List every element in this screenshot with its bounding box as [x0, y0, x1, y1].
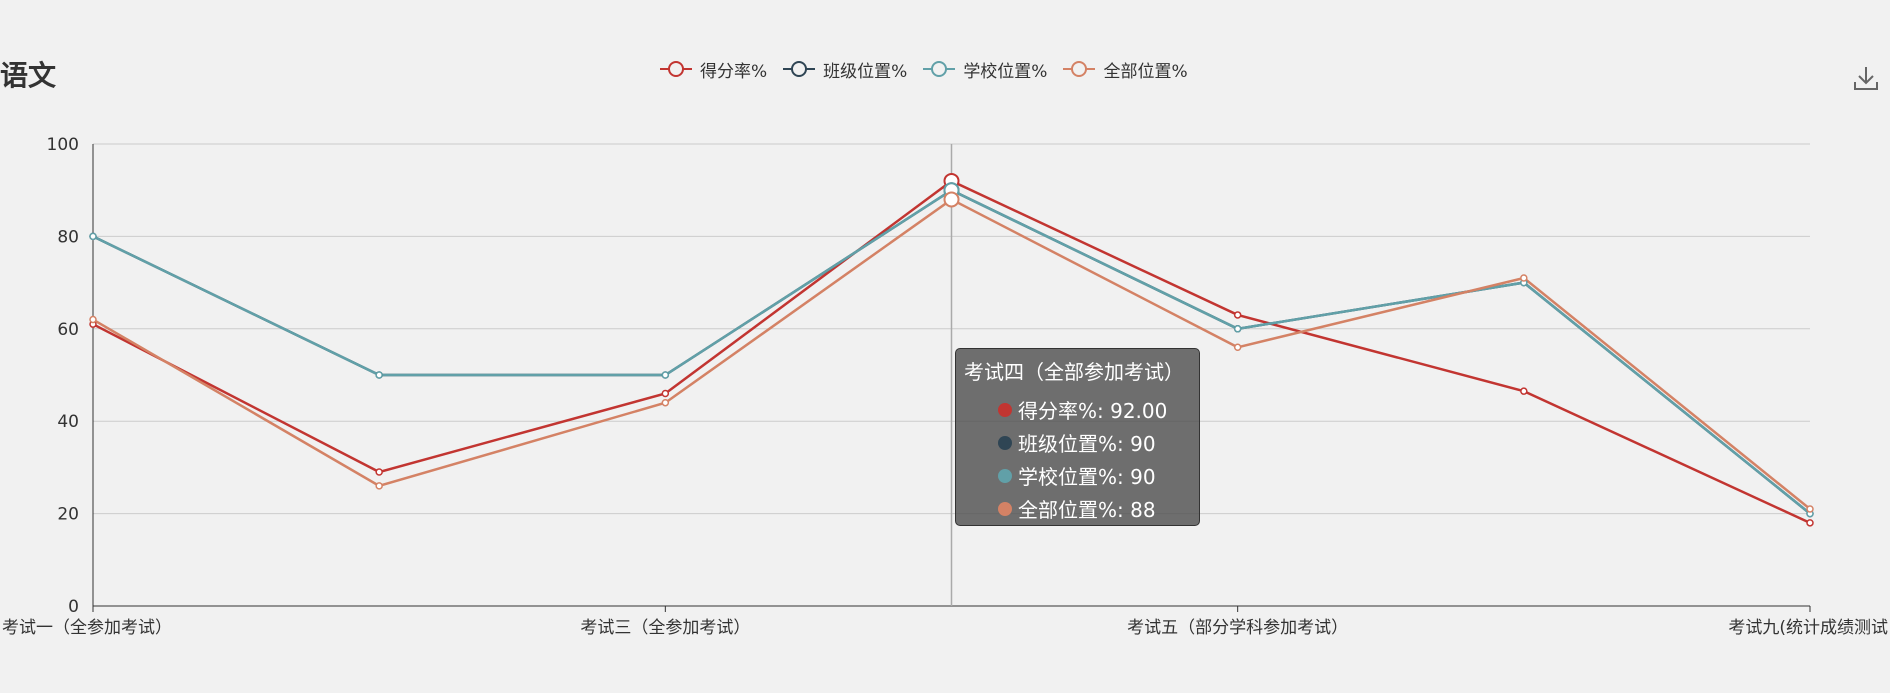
- legend: 得分率% 班级位置% 学校位置% 全部位置%: [658, 56, 1202, 82]
- tooltip: 考试四（全部参加考试） 得分率%: 92.00 班级位置%: 90 学校位置%:…: [955, 348, 1200, 526]
- legend-marker-icon: [1063, 61, 1096, 77]
- x-tick-label: 考试一（全参加考试）: [2, 618, 172, 638]
- x-tick-label: 考试五（部分学科参加考试）: [1127, 618, 1348, 638]
- data-point: [943, 191, 960, 208]
- legend-marker-icon: [923, 61, 956, 77]
- data-point: [1233, 311, 1242, 319]
- tooltip-row-label: 班级位置%: 90: [1018, 432, 1156, 456]
- data-point: [661, 389, 670, 398]
- tooltip-dot: [998, 435, 1012, 450]
- data-point: [1233, 343, 1242, 352]
- x-tick-label: 考试九(统计成绩测试: [1728, 618, 1888, 638]
- chart-title: 语文: [0, 59, 57, 92]
- tooltip-row-label: 得分率%: 92.00: [1018, 399, 1168, 423]
- legend-label: 学校位置%: [963, 61, 1048, 82]
- y-tick-label: 100: [47, 135, 79, 155]
- legend-item-school-position[interactable]: 学校位置%: [921, 57, 1047, 82]
- data-point: [661, 371, 670, 379]
- tooltip-dot: [998, 402, 1012, 417]
- data-point: [1520, 274, 1528, 282]
- legend-circle: [791, 61, 808, 77]
- data-point: [89, 315, 97, 324]
- tooltip-row: 得分率%: 92.00: [964, 393, 1199, 426]
- legend-label: 全部位置%: [1103, 61, 1188, 82]
- y-tick-label: 80: [57, 227, 79, 247]
- y-tick-label: 20: [57, 505, 79, 525]
- y-tick-label: 40: [57, 412, 79, 432]
- tooltip-row: 全部位置%: 88: [964, 492, 1199, 525]
- tooltip-row-label: 全部位置%: 88: [1018, 498, 1156, 522]
- download-icon[interactable]: [1852, 64, 1880, 92]
- tooltip-row-label: 学校位置%: 90: [1018, 465, 1156, 489]
- legend-item-class-position[interactable]: 班级位置%: [781, 57, 907, 82]
- data-point: [375, 482, 383, 490]
- x-tick-label: 考试三（全参加考试）: [580, 618, 750, 638]
- data-point: [1233, 325, 1242, 333]
- tooltip-dot: [998, 468, 1012, 483]
- legend-circle: [931, 61, 948, 77]
- data-point: [375, 468, 383, 476]
- data-point: [1806, 519, 1814, 527]
- legend-item-overall-position[interactable]: 全部位置%: [1061, 57, 1188, 82]
- legend-marker-icon: [783, 61, 816, 77]
- data-point: [661, 398, 670, 407]
- tooltip-row: 班级位置%: 90: [964, 426, 1199, 459]
- tooltip-row: 学校位置%: 90: [964, 459, 1199, 492]
- data-point: [89, 232, 97, 241]
- legend-label: 班级位置%: [823, 61, 908, 82]
- legend-circle: [1071, 61, 1088, 77]
- data-point: [375, 371, 383, 379]
- y-tick-label: 60: [57, 320, 79, 340]
- legend-marker-icon: [660, 61, 692, 77]
- tooltip-title: 考试四（全部参加考试）: [964, 360, 1184, 384]
- tooltip-dot: [998, 501, 1012, 516]
- data-point: [1806, 505, 1814, 513]
- legend-label: 得分率%: [700, 61, 768, 82]
- y-tick-label: 0: [68, 597, 79, 617]
- legend-item-score-rate[interactable]: 得分率%: [658, 57, 767, 82]
- legend-circle: [668, 61, 684, 77]
- data-point: [1520, 387, 1528, 395]
